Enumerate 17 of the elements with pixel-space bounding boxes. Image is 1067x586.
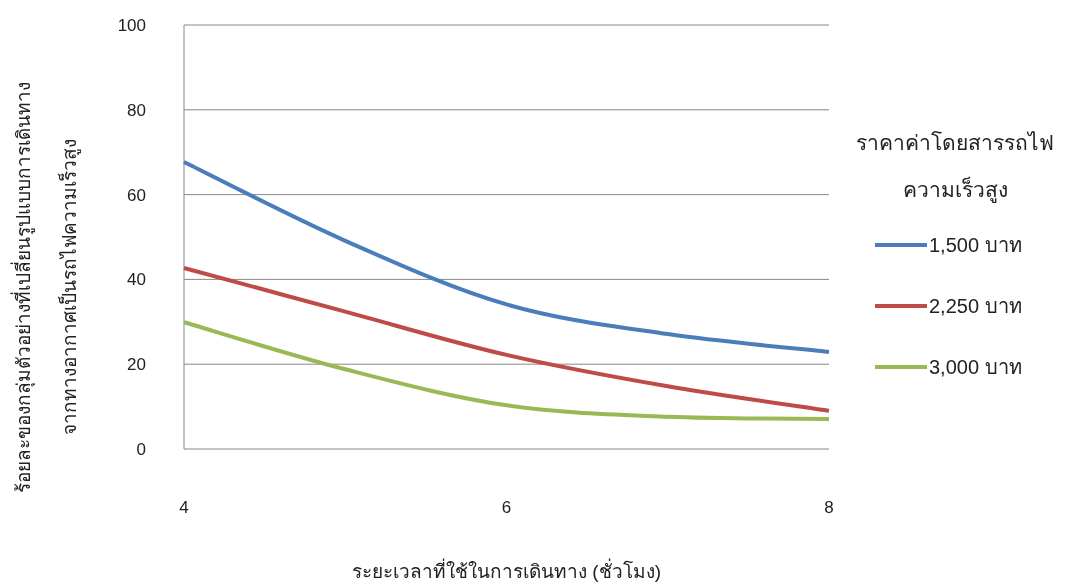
y-tick-label: 0 (136, 440, 146, 459)
y-tick-label: 80 (127, 100, 146, 120)
x-tick-label: 4 (179, 498, 189, 517)
line-series (182, 320, 831, 421)
legend-label: 1,500 บาท (929, 234, 1022, 256)
y-tick-label: 20 (127, 355, 146, 375)
legend-label: 3,000 บาท (929, 356, 1022, 378)
x-tick-label: 6 (501, 498, 512, 517)
line-series (182, 159, 831, 354)
legend-title: ราคาค่าโดยสารรถไฟ ความเร็วสูง (856, 131, 1054, 203)
y-tick-label: 100 (117, 16, 146, 35)
x-tick-label: 8 (824, 498, 834, 517)
x-axis-title: ระยะเวลาที่ใช้ในการเดินทาง (ชั่วโมง) (352, 558, 661, 582)
y-tick-label: 60 (127, 185, 146, 205)
y-tick-label: 40 (127, 270, 146, 290)
line-series (182, 265, 831, 413)
legend-label: 2,250 บาท (929, 295, 1022, 317)
